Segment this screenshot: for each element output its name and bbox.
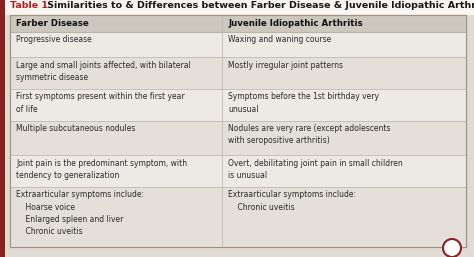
Text: Farber Disease: Farber Disease — [16, 19, 89, 28]
Text: Multiple subcutaneous nodules: Multiple subcutaneous nodules — [16, 124, 136, 133]
Text: Large and small joints affected, with bilateral
symmetric disease: Large and small joints affected, with bi… — [16, 61, 191, 82]
Text: Extraarticular symptoms include:
    Chronic uveitis: Extraarticular symptoms include: Chronic… — [228, 190, 356, 212]
Bar — [222, 187, 466, 247]
Bar — [0, 0, 5, 257]
Bar — [222, 89, 466, 121]
Bar — [222, 57, 466, 89]
Bar — [10, 15, 466, 32]
Circle shape — [443, 239, 461, 257]
Bar — [222, 155, 466, 187]
Bar — [10, 57, 222, 89]
Bar — [10, 32, 222, 57]
Text: Juvenile Idiopathic Arthritis: Juvenile Idiopathic Arthritis — [228, 19, 363, 28]
Text: Extraarticular symptoms include:
    Hoarse voice
    Enlarged spleen and liver
: Extraarticular symptoms include: Hoarse … — [16, 190, 144, 236]
Bar — [10, 187, 222, 247]
Text: Overt, debilitating joint pain in small children
is unusual: Overt, debilitating joint pain in small … — [228, 159, 403, 180]
Bar — [10, 121, 222, 155]
Bar — [10, 89, 222, 121]
Text: Table 1:: Table 1: — [10, 1, 52, 10]
Bar — [10, 155, 222, 187]
Bar — [222, 121, 466, 155]
Text: Waxing and waning course: Waxing and waning course — [228, 35, 331, 44]
Bar — [5, 247, 474, 257]
Text: Progressive disease: Progressive disease — [16, 35, 92, 44]
Text: First symptoms present within the first year
of life: First symptoms present within the first … — [16, 93, 185, 114]
Text: Nodules are very rare (except adolescents
with seropositive arthritis): Nodules are very rare (except adolescent… — [228, 124, 391, 145]
Text: Mostly irregular joint patterns: Mostly irregular joint patterns — [228, 61, 343, 70]
Text: Symptoms before the 1st birthday very
unusual: Symptoms before the 1st birthday very un… — [228, 93, 379, 114]
Text: Joint pain is the predominant symptom, with
tendency to generalization: Joint pain is the predominant symptom, w… — [16, 159, 187, 180]
Bar — [222, 32, 466, 57]
Text: Similarities to & Differences between Farber Disease & Juvenile Idiopathic Arthr: Similarities to & Differences between Fa… — [44, 1, 474, 10]
Bar — [5, 0, 474, 15]
